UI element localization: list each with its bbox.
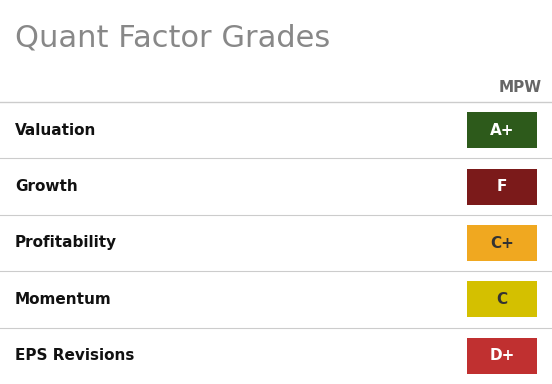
Text: F: F — [497, 179, 507, 194]
Text: D+: D+ — [489, 348, 514, 363]
Text: Momentum: Momentum — [15, 292, 112, 307]
Text: C: C — [496, 292, 507, 307]
Text: MPW: MPW — [498, 81, 542, 96]
FancyBboxPatch shape — [467, 169, 537, 205]
Text: EPS Revisions: EPS Revisions — [15, 348, 134, 363]
FancyBboxPatch shape — [467, 112, 537, 148]
Text: Quant Factor Grades: Quant Factor Grades — [15, 23, 330, 53]
Text: Valuation: Valuation — [15, 123, 97, 138]
FancyBboxPatch shape — [467, 281, 537, 318]
Text: Growth: Growth — [15, 179, 78, 194]
Text: A+: A+ — [490, 123, 514, 138]
Text: C+: C+ — [490, 235, 514, 250]
Text: Profitability: Profitability — [15, 235, 117, 250]
FancyBboxPatch shape — [467, 338, 537, 374]
FancyBboxPatch shape — [467, 225, 537, 261]
